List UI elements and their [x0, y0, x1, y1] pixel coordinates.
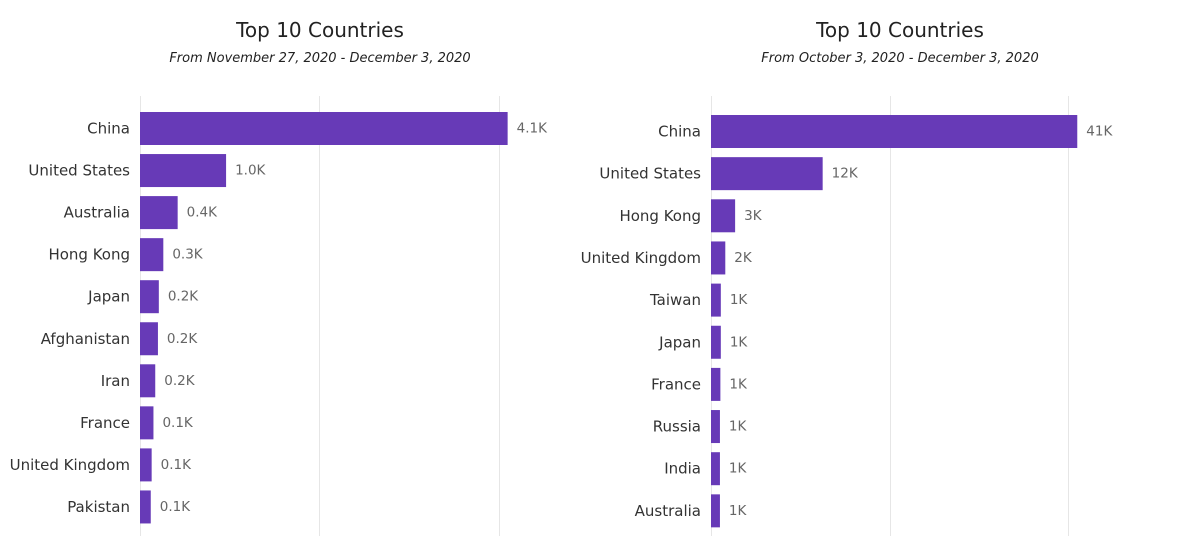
value-label: 0.2K [164, 373, 195, 389]
bar [140, 112, 508, 145]
category-label: China [658, 123, 701, 141]
value-label: 4.1K [517, 121, 548, 137]
bar [140, 322, 158, 356]
value-label: 0.2K [167, 331, 198, 347]
bar [711, 115, 1078, 148]
value-label: 0.2K [168, 289, 199, 305]
chart-panel-two-month: Top 10 Countries From October 3, 2020 - … [581, 0, 1192, 550]
category-label: Hong Kong [48, 246, 130, 264]
category-label: Australia [64, 204, 130, 222]
value-label: 0.3K [172, 247, 203, 263]
category-label: China [87, 120, 130, 138]
chart-title: Top 10 Countries [236, 18, 404, 42]
value-label: 1K [729, 376, 748, 392]
bar [140, 364, 156, 398]
category-label: Iran [101, 372, 130, 390]
bar [140, 448, 152, 482]
category-label: Australia [635, 502, 701, 520]
category-label: Afghanistan [41, 330, 130, 348]
category-label: Russia [653, 418, 701, 436]
value-label: 1K [729, 503, 748, 519]
category-label: United Kingdom [581, 249, 701, 267]
value-label: 41K [1086, 124, 1113, 140]
bar [140, 280, 159, 314]
value-label: 0.1K [160, 499, 191, 515]
value-label: 0.1K [162, 415, 193, 431]
chart-subtitle: From October 3, 2020 - December 3, 2020 [761, 51, 1039, 66]
value-label: 1K [730, 334, 749, 350]
bar [140, 406, 154, 440]
bar [711, 494, 720, 528]
bar-chart-plot: China 4.1K United States 1.0K Australia 0.4K H… [10, 96, 548, 536]
bar [140, 154, 227, 188]
category-label: India [664, 460, 701, 478]
category-label: Taiwan [649, 291, 701, 309]
category-label: Japan [658, 333, 701, 351]
value-label: 0.1K [161, 457, 192, 473]
value-label: 1K [730, 292, 749, 308]
category-label: United Kingdom [10, 456, 130, 474]
category-label: Japan [87, 288, 130, 306]
bar [711, 410, 720, 444]
bar [711, 241, 726, 275]
chart-panel-recent: Top 10 Countries From November 27, 2020 … [10, 18, 548, 536]
bar [711, 452, 720, 486]
value-label: 1K [729, 419, 748, 435]
bar [711, 157, 823, 191]
chart-title: Top 10 Countries [816, 18, 984, 42]
category-label: France [80, 414, 130, 432]
value-label: 1K [729, 461, 748, 477]
category-label: Hong Kong [619, 207, 701, 225]
value-label: 0.4K [187, 205, 218, 221]
bar [140, 196, 178, 230]
bar [711, 199, 736, 233]
value-label: 1.0K [235, 163, 266, 179]
category-label: Pakistan [67, 498, 130, 516]
chart-subtitle: From November 27, 2020 - December 3, 202… [169, 51, 471, 66]
bar [140, 238, 164, 272]
category-label: United States [28, 162, 130, 180]
value-label: 2K [734, 250, 753, 266]
bar [711, 325, 721, 359]
category-label: France [651, 375, 701, 393]
bar [711, 367, 721, 401]
value-label: 12K [832, 166, 859, 182]
category-label: United States [599, 165, 701, 183]
bar [140, 490, 151, 524]
bar-chart-plot: China 41K United States 12K Hong Kong 3K Unite… [581, 96, 1113, 536]
value-label: 3K [744, 208, 763, 224]
bar [711, 283, 721, 317]
